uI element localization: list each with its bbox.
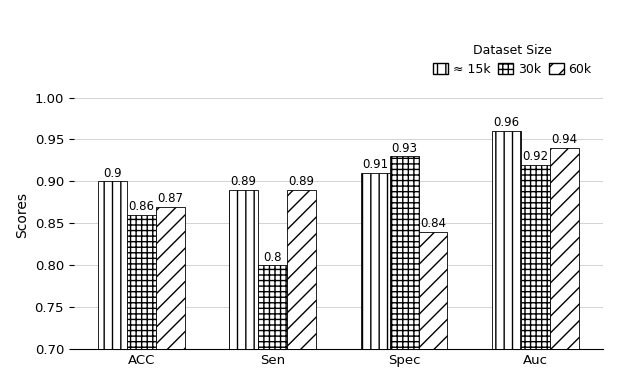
Text: 0.84: 0.84 <box>420 217 446 230</box>
Bar <box>390 156 418 349</box>
Bar <box>127 215 156 349</box>
Text: 0.86: 0.86 <box>128 200 154 213</box>
Bar <box>492 131 521 349</box>
Bar <box>287 190 316 349</box>
Bar <box>258 265 287 349</box>
Text: 0.92: 0.92 <box>522 150 549 163</box>
Text: 0.89: 0.89 <box>231 175 256 188</box>
Bar <box>361 173 390 349</box>
Bar <box>550 148 579 349</box>
Bar <box>98 181 127 349</box>
Bar <box>156 207 185 349</box>
Text: 0.8: 0.8 <box>263 251 282 264</box>
Bar <box>418 232 447 349</box>
Text: 0.9: 0.9 <box>103 167 122 180</box>
Text: 0.87: 0.87 <box>157 192 183 205</box>
Text: 0.93: 0.93 <box>391 142 417 155</box>
Text: 0.89: 0.89 <box>289 175 315 188</box>
Legend: ≈ 15k, 30k, 60k: ≈ 15k, 30k, 60k <box>428 39 597 81</box>
Text: 0.91: 0.91 <box>362 159 388 172</box>
Y-axis label: Scores: Scores <box>15 192 29 238</box>
Text: 0.94: 0.94 <box>551 133 578 146</box>
Bar <box>521 165 550 349</box>
Bar <box>229 190 258 349</box>
Text: 0.96: 0.96 <box>494 117 520 129</box>
